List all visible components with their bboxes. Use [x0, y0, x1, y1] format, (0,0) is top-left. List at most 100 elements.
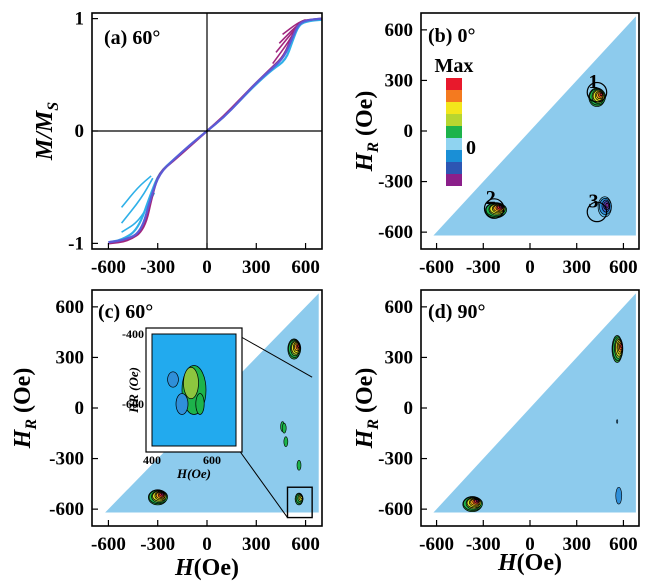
- panel-d-contour-level: [475, 499, 479, 503]
- panel-c-xlabel: H(Oe): [174, 555, 239, 581]
- panel-c-contour-60deg: -600 -300 0 300 600 600 300 0 -300 -600 (c) 60° H…: [10, 289, 323, 581]
- panel-c-inset-contour: [195, 393, 205, 415]
- panel-b-colorbar-swatch: [446, 150, 462, 162]
- panel-b-colorbar-swatch: [446, 102, 462, 114]
- svg-text:HR(Oe): HR(Oe): [10, 368, 40, 450]
- panel-c-contour-level: [297, 344, 300, 348]
- panel-b-reversal-region: [433, 16, 636, 236]
- panel-b-colorbar-max: Max: [435, 55, 474, 77]
- panel-c-inset-ytick-label: -400: [122, 327, 144, 341]
- panel-d-ytick-label: 0: [404, 398, 414, 419]
- panel-a-minor-branch: [120, 175, 152, 208]
- panel-b-label: (b) 0°: [428, 25, 475, 47]
- panel-b-peak-circle: [483, 198, 505, 219]
- panel-d-contour-level: [620, 344, 623, 349]
- panel-b-colorbar-swatch: [446, 174, 462, 186]
- panel-b-colorbar-swatch: [446, 78, 462, 90]
- panel-c-ytick-label: 0: [75, 398, 85, 419]
- panel-b-colorbar: Max 0: [435, 55, 476, 186]
- panel-b-colorbar-swatch: [446, 114, 462, 126]
- panel-b-contour-0deg: 1 2 3 -600 -300 0 300 600 600 300 0 -300 -600 (b) 0…: [352, 12, 640, 278]
- panel-c-minor-feature: [296, 460, 302, 471]
- panel-a-hysteresis: -600 -300 0 300 600 1 0 -1 (a) 60° M/MS: [32, 9, 323, 278]
- panel-c-zoom-connector: [235, 445, 288, 518]
- panel-b-ytick-label: 600: [385, 20, 414, 41]
- panel-d-xtick-label: 600: [609, 534, 638, 555]
- panel-a-ytick-label: 1: [75, 9, 85, 30]
- panel-d-xtick-label: 300: [562, 534, 591, 555]
- panel-a-xtick-label: -600: [91, 257, 126, 278]
- panel-a-label: (a) 60°: [104, 27, 160, 49]
- panel-c-inset: 400 600 -400 -600 H(Oe) HR (Oe): [122, 327, 313, 519]
- panel-c-inset-ylabel: HR (Oe): [126, 367, 141, 414]
- panel-c-contour-level: [161, 492, 164, 496]
- panel-b-ytick-label: -300: [378, 172, 413, 193]
- svg-text:HR(Oe): HR(Oe): [352, 368, 382, 450]
- panel-b-ytick-label: 300: [385, 70, 414, 91]
- panel-a-xtick-label: 600: [291, 257, 320, 278]
- panel-c-xtick-label: 0: [202, 534, 212, 555]
- panel-b-ytick-label: 0: [404, 121, 414, 142]
- panel-b-colorbar-zero: 0: [466, 137, 476, 159]
- panel-c-minor-feature: [283, 436, 289, 448]
- panel-a-minor-branch: [120, 177, 154, 224]
- panel-c-minor-feature: [281, 422, 287, 434]
- panel-d-reversal-region: [433, 293, 636, 513]
- panel-c-inset-ytick-label: -600: [122, 397, 144, 411]
- svg-text:HR(Oe): HR(Oe): [352, 91, 382, 173]
- panel-d-ytick-label: 300: [385, 347, 414, 368]
- panel-b-ytick-label: -600: [378, 222, 413, 243]
- panel-c-zoom-box: [286, 486, 313, 519]
- panel-a-xtick-label: 0: [202, 257, 212, 278]
- panel-d-ytick-label: 600: [385, 297, 414, 318]
- panel-c-inset-contour: [167, 371, 179, 388]
- panel-d-xtick-label: 0: [525, 534, 535, 555]
- panel-b-peak-number: 1: [589, 71, 599, 93]
- panel-c-ytick-label: -300: [49, 449, 84, 470]
- panel-c-ytick-label: 300: [56, 347, 85, 368]
- panel-a-ylabel: M/MS: [32, 102, 62, 161]
- panel-c-zoom-connector: [235, 333, 313, 378]
- panel-b-colorbar-swatch: [446, 90, 462, 102]
- panel-c-inset-xlabel: H(Oe): [176, 466, 211, 481]
- panel-c-xtick-label: -300: [140, 534, 175, 555]
- panel-b-xtick-label: 600: [609, 257, 638, 278]
- panel-b-colorbar-swatch: [446, 126, 462, 138]
- panel-a-ytick-label: -1: [68, 233, 84, 254]
- panel-c-inset-contour: [183, 366, 199, 400]
- panel-c-xtick-label: 300: [242, 534, 271, 555]
- panel-c-inset-contour: [175, 393, 189, 415]
- panel-a-series-line: [108, 17, 322, 244]
- svg-text:M/MS: M/MS: [32, 102, 62, 161]
- panel-c-contour-level: [300, 495, 303, 499]
- panel-c-ytick-label: 600: [56, 297, 85, 318]
- panel-b-contour-level: [499, 205, 503, 209]
- panel-a-ytick-label: 0: [75, 121, 85, 142]
- panel-b-xtick-label: -300: [466, 257, 501, 278]
- panel-d-label: (d) 90°: [428, 301, 485, 323]
- panel-b-ylabel: HR(Oe): [352, 91, 382, 173]
- panel-b-contour-level: [605, 202, 609, 208]
- panel-b-peak-circle: [586, 81, 608, 103]
- panel-b-peak-number: 2: [486, 187, 496, 209]
- panel-d-ytick-label: -600: [378, 499, 413, 520]
- panel-c-label: (c) 60°: [98, 301, 153, 323]
- panel-b-colorbar-swatch: [446, 162, 462, 174]
- panel-c-ylabel: HR(Oe): [10, 368, 40, 450]
- panel-d-minor-feature: [615, 486, 623, 505]
- panel-b-peak-circle: [586, 201, 608, 223]
- panel-b-contour-level: [599, 92, 603, 96]
- panel-d-minor-feature: [616, 419, 619, 424]
- panel-d-ytick-label: -300: [378, 449, 413, 470]
- panel-b-peak-number: 3: [589, 191, 599, 213]
- panel-d-xtick-label: -600: [419, 534, 454, 555]
- panel-c-inset-xtick-label: 600: [203, 453, 221, 467]
- panel-c-inset-xtick-label: 400: [143, 453, 161, 467]
- panel-c-ytick-label: -600: [49, 499, 84, 520]
- panel-b-xtick-label: -600: [419, 257, 454, 278]
- panel-b-xtick-label: 300: [562, 257, 591, 278]
- panel-b-colorbar-swatch: [446, 138, 462, 150]
- panel-a-xtick-label: 300: [242, 257, 271, 278]
- panel-b-xtick-label: 0: [525, 257, 535, 278]
